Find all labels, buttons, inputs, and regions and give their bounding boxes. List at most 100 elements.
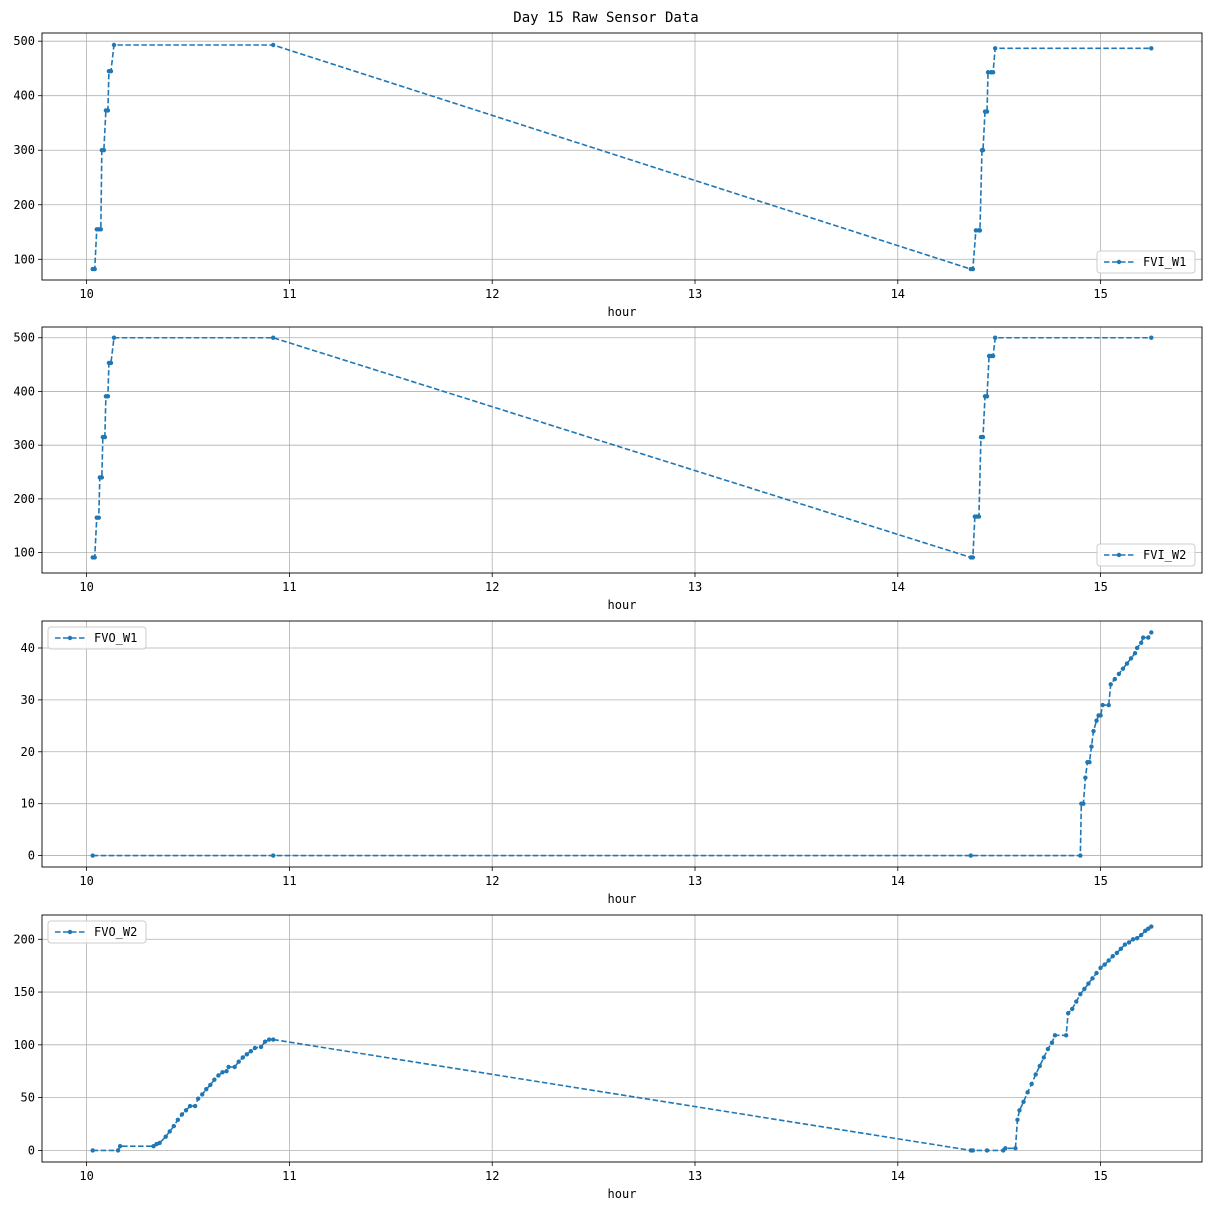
legend-label: FVI_W1 bbox=[1143, 255, 1186, 269]
axes-frame bbox=[41, 620, 1203, 868]
data-point bbox=[1094, 718, 1099, 723]
legend: FVI_W2 bbox=[1096, 543, 1196, 567]
x-tick-label: 13 bbox=[688, 874, 702, 888]
x-axis-label: hour bbox=[608, 305, 637, 319]
data-point bbox=[1149, 335, 1154, 340]
data-point bbox=[108, 360, 114, 366]
legend-box bbox=[1096, 250, 1196, 274]
data-point bbox=[208, 1082, 213, 1088]
x-axis-label: hour bbox=[608, 598, 637, 612]
x-tick-label: 12 bbox=[485, 874, 499, 888]
data-point bbox=[270, 335, 276, 340]
data-point bbox=[1132, 650, 1138, 656]
legend: FVO_W2 bbox=[47, 920, 147, 944]
x-tick-label: 12 bbox=[485, 580, 499, 594]
data-point bbox=[1086, 981, 1091, 986]
data-point bbox=[1134, 936, 1140, 941]
x-tick-label: 13 bbox=[688, 1169, 702, 1183]
data-point bbox=[1041, 1055, 1047, 1060]
x-tick-label: 11 bbox=[282, 1169, 296, 1183]
data-point bbox=[992, 335, 998, 340]
data-point bbox=[1089, 744, 1094, 749]
legend-marker-swatch bbox=[1116, 552, 1122, 558]
subplot-1: 10 11 12 13 14 15 100 200 300 400 500 hour FVI_W1 bbox=[13, 32, 1203, 319]
data-point bbox=[1081, 801, 1086, 806]
data-point bbox=[1110, 953, 1115, 959]
data-point bbox=[195, 1096, 201, 1101]
data-point bbox=[105, 108, 111, 113]
x-tick-label: 11 bbox=[282, 580, 296, 594]
data-point bbox=[220, 1070, 225, 1075]
data-point bbox=[980, 434, 986, 440]
data-point bbox=[117, 1143, 123, 1149]
x-tick-label: 14 bbox=[891, 580, 905, 594]
data-point bbox=[1118, 946, 1124, 951]
data-point bbox=[1130, 937, 1136, 942]
y-tick-label: 500 bbox=[13, 34, 35, 48]
data-point bbox=[1083, 775, 1088, 780]
data-point bbox=[1106, 958, 1111, 963]
data-point bbox=[985, 70, 991, 75]
data-point bbox=[212, 1077, 217, 1082]
data-point bbox=[1098, 965, 1103, 970]
data-point bbox=[98, 227, 104, 232]
y-tick-label: 40 bbox=[21, 641, 35, 655]
data-point bbox=[976, 514, 982, 519]
data-point bbox=[1122, 942, 1128, 947]
legend-marker-swatch bbox=[67, 929, 73, 935]
data-point bbox=[1052, 1033, 1058, 1038]
x-tick-label: 15 bbox=[1093, 874, 1107, 888]
data-point bbox=[258, 1044, 264, 1050]
data-point bbox=[1049, 1040, 1055, 1045]
subplot-2: 10 11 12 13 14 15 100 200 300 400 500 hour FVI_W2 bbox=[13, 326, 1203, 612]
legend-label: FVO_W1 bbox=[94, 631, 137, 645]
data-point bbox=[990, 70, 996, 75]
data-point bbox=[179, 1112, 185, 1117]
data-point bbox=[266, 1037, 272, 1042]
y-tick-label: 10 bbox=[21, 797, 35, 811]
data-point bbox=[1120, 666, 1126, 671]
data-point bbox=[1138, 932, 1144, 938]
x-tick-label: 15 bbox=[1093, 287, 1107, 301]
legend-label: FVI_W2 bbox=[1143, 548, 1186, 562]
data-point bbox=[1082, 986, 1087, 992]
legend: FVO_W1 bbox=[47, 626, 147, 650]
y-tick-label: 100 bbox=[13, 1038, 35, 1052]
data-point bbox=[980, 148, 986, 153]
data-point bbox=[248, 1048, 254, 1054]
y-tick-label: 0 bbox=[28, 849, 35, 863]
y-tick-label: 200 bbox=[13, 492, 35, 506]
data-point bbox=[1091, 728, 1096, 734]
data-point bbox=[101, 148, 107, 153]
data-point bbox=[1094, 970, 1099, 976]
data-point bbox=[270, 853, 276, 858]
data-point bbox=[1070, 1006, 1075, 1012]
data-point bbox=[157, 1140, 162, 1146]
y-tick-label: 400 bbox=[13, 384, 35, 398]
data-point bbox=[1003, 1146, 1008, 1151]
data-point bbox=[1078, 991, 1083, 997]
data-point bbox=[1021, 1099, 1026, 1105]
data-point bbox=[1037, 1063, 1042, 1069]
data-point bbox=[1124, 661, 1130, 666]
x-tick-label: 10 bbox=[79, 287, 93, 301]
data-point bbox=[240, 1055, 245, 1060]
x-tick-label: 12 bbox=[485, 1169, 499, 1183]
data-point bbox=[1138, 640, 1144, 645]
data-point bbox=[187, 1103, 193, 1109]
data-point bbox=[977, 228, 983, 233]
data-point bbox=[1108, 682, 1113, 687]
x-tick-label: 15 bbox=[1093, 580, 1107, 594]
data-point bbox=[236, 1059, 241, 1064]
data-point bbox=[1078, 853, 1083, 858]
y-tick-label: 50 bbox=[21, 1091, 35, 1105]
data-point bbox=[200, 1092, 205, 1097]
data-point bbox=[226, 1064, 231, 1070]
data-point bbox=[1149, 924, 1154, 929]
data-point bbox=[1017, 1108, 1022, 1113]
y-tick-label: 0 bbox=[28, 1143, 35, 1157]
data-point bbox=[1025, 1090, 1030, 1095]
data-point bbox=[270, 42, 276, 48]
